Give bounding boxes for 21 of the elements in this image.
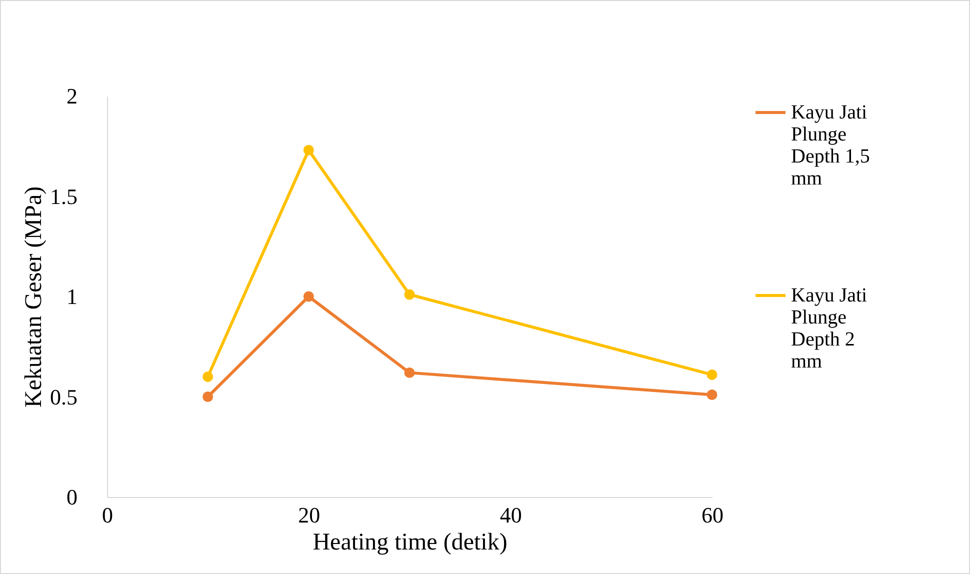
x-tick-label: 40 bbox=[500, 502, 522, 528]
x-axis-title: Heating time (detik) bbox=[312, 530, 508, 556]
x-tick-label: 20 bbox=[298, 502, 320, 528]
y-axis-title: Kekuatan Geser (MPa) bbox=[21, 186, 47, 408]
x-tick-label: 0 bbox=[102, 502, 113, 528]
point bbox=[202, 392, 214, 402]
point bbox=[404, 289, 415, 300]
y-tick-label: 0 bbox=[66, 484, 78, 510]
point bbox=[202, 371, 214, 382]
point bbox=[706, 390, 718, 400]
x-tick-label: 60 bbox=[702, 502, 724, 528]
y-tick-label: 2 bbox=[66, 84, 78, 108]
legend-label: Kayu Jati Plunge Depth 2 mm bbox=[791, 284, 868, 372]
point bbox=[706, 369, 718, 380]
point bbox=[303, 291, 314, 302]
y-tick-label: 1.5 bbox=[50, 184, 78, 209]
point bbox=[404, 367, 415, 378]
point bbox=[303, 144, 314, 156]
y-tick-label: 1 bbox=[66, 284, 78, 309]
legend-label: Kayu Jati Plunge Depth 1,5 mm bbox=[791, 102, 870, 190]
y-tick-label: 0.5 bbox=[50, 384, 78, 410]
